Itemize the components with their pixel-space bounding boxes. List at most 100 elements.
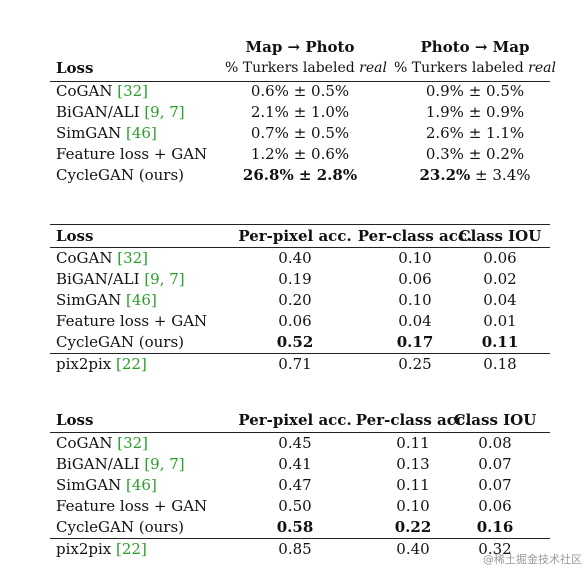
table-top-rule bbox=[50, 224, 550, 225]
table-row: CoGAN [32] 0.40 0.10 0.06 bbox=[50, 247, 550, 269]
cell-value: 0.45 bbox=[278, 434, 312, 452]
column-header-per-class: Per-class acc. bbox=[357, 227, 473, 245]
table-rule bbox=[50, 432, 550, 433]
table-photo-to-labels: Loss Per-pixel acc. Per-class acc. Class… bbox=[50, 409, 550, 564]
cell-value: 0.04 bbox=[483, 291, 517, 309]
row-label: BiGAN/ALI [9, 7] bbox=[56, 101, 185, 123]
row-label: Feature loss + GAN bbox=[56, 497, 208, 515]
method-name: SimGAN bbox=[56, 124, 127, 142]
row-label: CoGAN [32] bbox=[56, 432, 148, 454]
cell-value: 0.06 bbox=[483, 249, 517, 267]
row-label: SimGAN [46] bbox=[56, 122, 157, 144]
cell-value: 1.9% ± 0.9% bbox=[425, 103, 525, 121]
cell-value: 0.50 bbox=[278, 497, 312, 515]
method-name: pix2pix bbox=[56, 355, 117, 373]
table-row: pix2pix [22] 0.71 0.25 0.18 bbox=[50, 353, 550, 375]
table-row: CycleGAN (ours) 0.52 0.17 0.11 bbox=[50, 331, 550, 353]
citation-link[interactable]: [32] bbox=[117, 249, 149, 267]
row-label: Feature loss + GAN bbox=[56, 312, 208, 330]
table-labels-to-photo: Loss Per-pixel acc. Per-class acc. Class… bbox=[50, 224, 550, 374]
citation-link[interactable]: [9, 7] bbox=[144, 455, 185, 473]
row-label: pix2pix [22] bbox=[56, 353, 147, 375]
cell-value: 2.1% ± 1.0% bbox=[250, 103, 350, 121]
table-row: BiGAN/ALI [9, 7] 2.1% ± 1.0% 1.9% ± 0.9% bbox=[50, 101, 550, 123]
citation-link[interactable]: [32] bbox=[117, 82, 149, 100]
cell-value: 0.7% ± 0.5% bbox=[250, 124, 350, 142]
table-header-row: Loss Per-pixel acc. Per-class acc. Class… bbox=[50, 225, 550, 247]
cell-value: 0.11 bbox=[396, 476, 430, 494]
citation-link[interactable]: [9, 7] bbox=[144, 103, 185, 121]
column-header-class-iou: Class IOU bbox=[453, 411, 537, 429]
citation-link[interactable]: [22] bbox=[116, 540, 147, 558]
table-row: SimGAN [46] 0.47 0.11 0.07 bbox=[50, 474, 550, 496]
cell-value: 0.04 bbox=[398, 312, 432, 330]
method-name: CoGAN bbox=[56, 434, 118, 452]
citation-link[interactable]: [46] bbox=[126, 124, 157, 142]
table-header-row: Loss Per-pixel acc. Per-class acc. Class… bbox=[50, 409, 550, 431]
cell-value-rest: ± 3.4% bbox=[470, 166, 531, 184]
cell-value: 0.18 bbox=[483, 355, 517, 373]
subheader-text: % Turkers labeled bbox=[225, 60, 360, 76]
row-label: CycleGAN (ours) bbox=[56, 166, 184, 184]
table-row: CycleGAN (ours) 0.58 0.22 0.16 bbox=[50, 516, 550, 538]
cell-value: 0.22 bbox=[394, 518, 432, 536]
cell-value: 0.71 bbox=[278, 355, 312, 373]
cell-value: 0.13 bbox=[396, 455, 430, 473]
column-subheader: % Turkers labeled real bbox=[225, 57, 387, 79]
column-header-map-to-photo: Map → Photo bbox=[245, 38, 355, 56]
cell-value: 0.02 bbox=[483, 270, 517, 288]
citation-link[interactable]: [46] bbox=[126, 476, 157, 494]
cell-value: 0.47 bbox=[278, 476, 312, 494]
citation-link[interactable]: [32] bbox=[117, 434, 149, 452]
table-rule bbox=[50, 538, 550, 539]
table-header-row: Map → Photo Photo → Map bbox=[50, 36, 550, 58]
cell-value: 0.11 bbox=[396, 434, 430, 452]
cell-value: 1.2% ± 0.6% bbox=[250, 145, 350, 163]
subheader-italic: real bbox=[359, 60, 387, 76]
table-row: BiGAN/ALI [9, 7] 0.41 0.13 0.07 bbox=[50, 453, 550, 475]
column-header-loss: Loss bbox=[56, 411, 94, 429]
cell-value: 0.20 bbox=[278, 291, 312, 309]
watermark: @稀土掘金技术社区 bbox=[483, 553, 582, 566]
cell-value: 0.01 bbox=[483, 312, 517, 330]
cell-value: 0.9% ± 0.5% bbox=[425, 82, 525, 100]
cell-value: 0.3% ± 0.2% bbox=[425, 145, 525, 163]
table-rule bbox=[50, 247, 550, 248]
cell-value: 0.19 bbox=[278, 270, 312, 288]
cell-value: 0.85 bbox=[278, 540, 312, 558]
cell-value: 0.6% ± 0.5% bbox=[250, 82, 350, 100]
cell-value: 0.10 bbox=[396, 497, 430, 515]
cell-value: 0.06 bbox=[398, 270, 432, 288]
cell-value: 0.06 bbox=[278, 312, 312, 330]
citation-link[interactable]: [22] bbox=[116, 355, 147, 373]
method-name: CoGAN bbox=[56, 82, 118, 100]
row-label: CycleGAN (ours) bbox=[56, 333, 184, 351]
table-header-row: Loss % Turkers labeled real % Turkers la… bbox=[50, 57, 556, 79]
row-label: Feature loss + GAN bbox=[56, 143, 207, 165]
cell-value: 0.07 bbox=[478, 476, 512, 494]
row-label: SimGAN [46] bbox=[56, 474, 157, 496]
cell-value: 0.52 bbox=[276, 333, 314, 351]
table-row: SimGAN [46] 0.7% ± 0.5% 2.6% ± 1.1% bbox=[50, 122, 550, 144]
row-label: CycleGAN (ours) bbox=[56, 518, 184, 536]
row-label: BiGAN/ALI [9, 7] bbox=[56, 268, 185, 290]
citation-link[interactable]: [46] bbox=[126, 291, 157, 309]
column-header-photo-to-map: Photo → Map bbox=[420, 38, 530, 56]
cell-value: 0.41 bbox=[278, 455, 312, 473]
method-name: BiGAN/ALI bbox=[56, 103, 145, 121]
column-subheader: % Turkers labeled real bbox=[380, 57, 570, 79]
citation-link[interactable]: [9, 7] bbox=[144, 270, 185, 288]
method-name: SimGAN bbox=[56, 291, 127, 309]
table-row: BiGAN/ALI [9, 7] 0.19 0.06 0.02 bbox=[50, 268, 550, 290]
cell-value: 0.16 bbox=[476, 518, 514, 536]
cell-value-bold: 23.2% bbox=[419, 166, 471, 184]
cell-value: 2.6% ± 1.1% bbox=[425, 124, 525, 142]
method-name: Feature loss + GAN bbox=[56, 145, 208, 163]
table-rule bbox=[50, 81, 550, 82]
table-row: Feature loss + GAN 1.2% ± 0.6% 0.3% ± 0.… bbox=[50, 143, 550, 165]
cell-value: 0.07 bbox=[478, 455, 512, 473]
cell-value: 0.06 bbox=[478, 497, 512, 515]
table-rule bbox=[50, 353, 550, 354]
subheader-text: % Turkers labeled bbox=[394, 60, 529, 76]
column-header-loss: Loss bbox=[56, 227, 94, 245]
